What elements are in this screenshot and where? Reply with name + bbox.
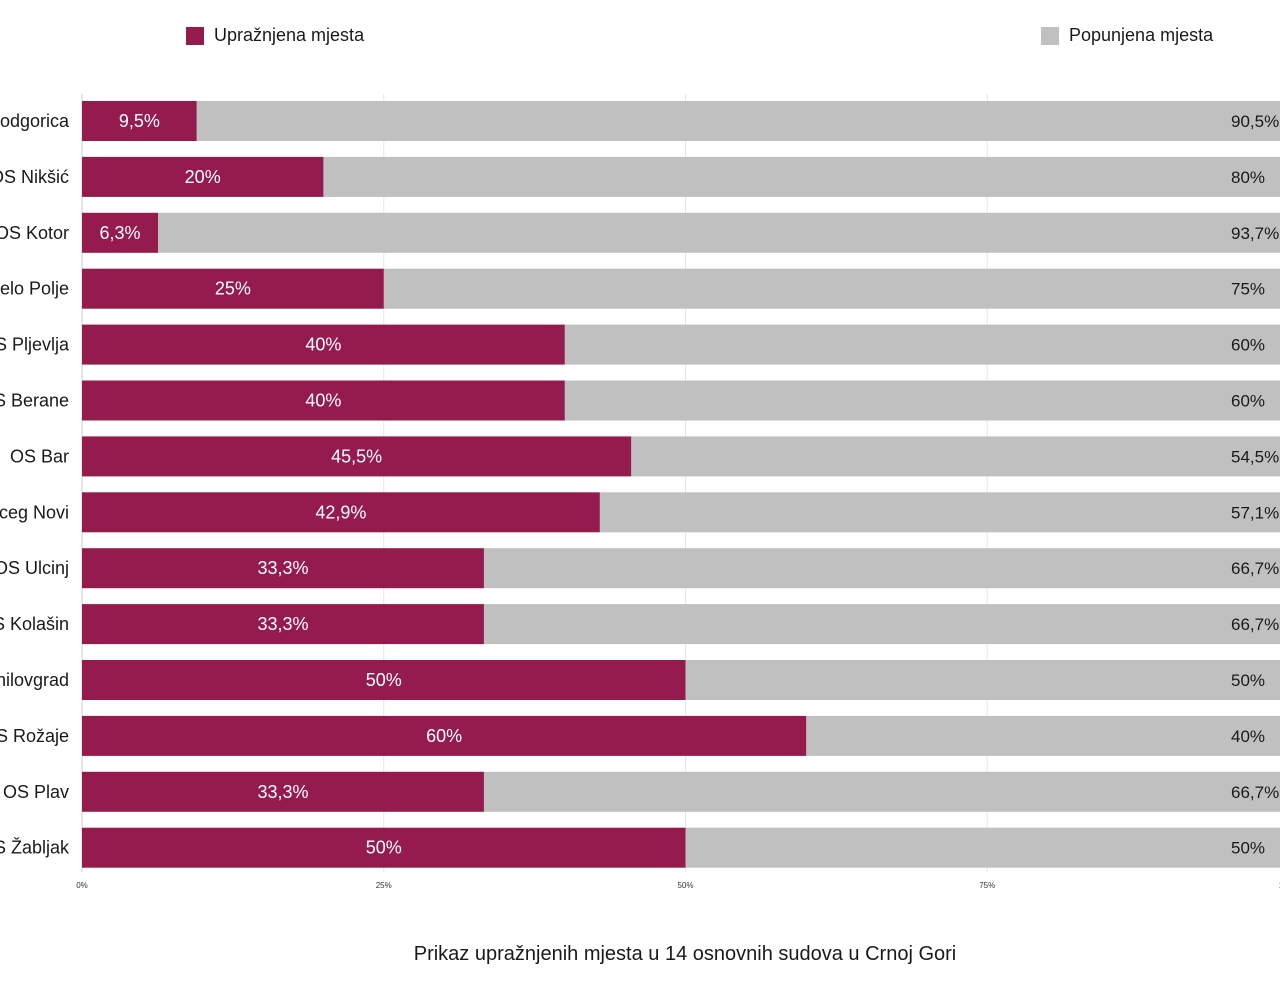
data-label-filled: 66,7% <box>1231 615 1279 634</box>
data-label-filled: 50% <box>1231 671 1265 690</box>
data-label-filled: 40% <box>1231 727 1265 746</box>
bar-empty <box>82 101 197 141</box>
x-tick-label: 25% <box>376 881 392 890</box>
category-label: OS Žabljak <box>0 838 70 858</box>
data-label-empty: 33,3% <box>257 614 308 634</box>
bar-filled <box>196 101 1280 141</box>
bar-empty <box>82 827 686 868</box>
data-label-filled: 66,7% <box>1231 559 1279 578</box>
bar-empty <box>82 268 384 309</box>
data-label-filled: 57,1% <box>1231 503 1279 522</box>
bar-filled <box>383 268 1280 309</box>
legend-label-filled: Popunjena mjesta <box>1069 25 1214 45</box>
bar-filled <box>564 324 1280 365</box>
bar-filled <box>158 212 1280 253</box>
x-tick-label: 100% <box>1279 881 1280 890</box>
bar-empty <box>82 548 484 589</box>
category-label: OS Pljevlja <box>0 335 70 355</box>
data-label-empty: 33,3% <box>257 558 308 578</box>
data-label-empty: 50% <box>366 670 402 690</box>
data-label-filled: 54,5% <box>1231 447 1279 466</box>
bar-empty <box>82 492 600 533</box>
data-label-empty: 9,5% <box>119 111 160 131</box>
bar-empty <box>82 604 484 645</box>
category-label: OS Herceg Novi <box>0 502 69 522</box>
legend-label-empty: Upražnjena mjesta <box>214 25 365 45</box>
data-label-empty: 40% <box>305 335 341 355</box>
category-label: OS Ulcinj <box>0 558 69 578</box>
x-tick-label: 0% <box>76 881 88 890</box>
x-tick-label: 50% <box>677 881 693 890</box>
bar-empty <box>82 715 807 756</box>
bar-filled <box>483 604 1280 645</box>
bar-filled <box>564 380 1280 421</box>
bar-filled <box>483 548 1280 589</box>
category-label: OS Nikšić <box>0 167 69 187</box>
legend-swatch-empty <box>186 26 204 45</box>
bar-empty <box>82 436 632 477</box>
category-label: OS Berane <box>0 391 69 411</box>
data-label-filled: 60% <box>1231 392 1265 411</box>
category-label: OS Bijelo Polje <box>0 279 69 299</box>
legend-item-filled: Popunjena mjesta <box>1041 25 1213 46</box>
bar-empty <box>82 380 565 421</box>
data-label-empty: 42,9% <box>315 502 366 522</box>
category-label: OS Danilovgrad <box>0 670 69 690</box>
bar-filled <box>323 156 1280 197</box>
data-label-empty: 60% <box>426 726 462 746</box>
data-label-empty: 50% <box>366 838 402 858</box>
data-label-empty: 40% <box>305 391 341 411</box>
data-label-filled: 75% <box>1231 280 1265 299</box>
bar-filled <box>599 492 1280 533</box>
data-label-empty: 45,5% <box>331 446 382 466</box>
category-label: OS Kotor <box>0 223 69 243</box>
bar-empty <box>82 156 324 197</box>
data-label-empty: 25% <box>215 279 251 299</box>
data-label-filled: 50% <box>1231 839 1265 858</box>
category-label: OS Kolašin <box>0 614 69 634</box>
data-label-empty: 6,3% <box>100 223 141 243</box>
legend-item-empty: Upražnjena mjesta <box>186 25 364 46</box>
bar-filled <box>685 660 1280 700</box>
chart-caption: Prikaz upražnjenih mjesta u 14 osnovnih … <box>413 943 957 965</box>
data-label-filled: 80% <box>1231 168 1265 187</box>
data-label-filled: 66,7% <box>1231 783 1279 802</box>
bar-filled <box>806 715 1280 756</box>
data-label-filled: 60% <box>1231 336 1265 355</box>
legend-swatch-filled <box>1041 26 1059 45</box>
category-label: OS Podgorica <box>0 111 70 131</box>
bar-empty <box>82 660 686 700</box>
data-label-empty: 33,3% <box>257 782 308 802</box>
data-label-empty: 20% <box>185 167 221 187</box>
data-label-filled: 90,5% <box>1231 112 1279 131</box>
bar-empty <box>82 212 159 253</box>
bar-filled <box>631 436 1280 477</box>
category-label: OS Bar <box>10 446 69 466</box>
category-label: OS Rožaje <box>0 726 69 746</box>
bar-empty <box>82 324 565 365</box>
data-label-filled: 93,7% <box>1231 224 1279 243</box>
bar-empty <box>82 771 484 812</box>
category-label: OS Plav <box>3 782 69 802</box>
bar-filled <box>685 827 1280 868</box>
bar-filled <box>483 771 1280 812</box>
x-tick-label: 75% <box>979 881 995 890</box>
